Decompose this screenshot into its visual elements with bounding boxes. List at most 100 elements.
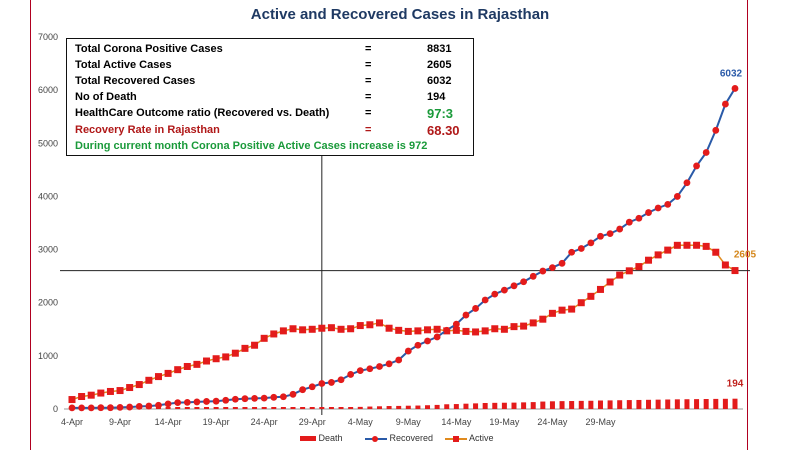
point-recovered — [241, 395, 249, 403]
point-recovered — [145, 402, 153, 410]
point-recovered — [731, 85, 739, 92]
point-active — [529, 319, 537, 327]
legend-swatch-recovered — [365, 435, 387, 442]
point-active — [664, 246, 672, 254]
bar-death — [309, 407, 315, 409]
point-recovered — [212, 397, 220, 405]
bar-death — [376, 406, 382, 409]
point-recovered — [664, 201, 672, 208]
point-active — [154, 373, 162, 381]
point-active — [654, 251, 662, 259]
bar-death — [463, 403, 469, 409]
x-tick-label: 14-May — [441, 417, 472, 427]
info-eq: = — [365, 124, 372, 136]
data-label-death: 194 — [727, 379, 744, 390]
point-active — [308, 325, 316, 333]
point-recovered — [231, 395, 239, 403]
bar-death — [194, 407, 200, 409]
x-tick-label: 14-Apr — [155, 417, 182, 427]
bar-death — [569, 401, 575, 409]
point-active — [212, 355, 220, 363]
bar-death — [694, 399, 700, 409]
point-active — [625, 267, 633, 275]
bar-death — [252, 407, 258, 409]
point-recovered — [308, 383, 316, 391]
bar-death — [367, 406, 373, 409]
bar-death — [713, 398, 719, 409]
point-active — [375, 319, 383, 327]
legend-swatch-death — [300, 436, 316, 442]
info-eq: = — [365, 91, 372, 103]
bar-death — [425, 405, 431, 409]
point-active — [193, 360, 201, 368]
point-active — [366, 321, 374, 329]
point-recovered — [606, 230, 614, 238]
point-active — [231, 349, 239, 357]
bar-death — [232, 407, 238, 409]
point-active — [356, 322, 364, 330]
bar-death — [396, 405, 402, 409]
point-recovered — [164, 400, 172, 408]
y-tick-label: 4000 — [38, 191, 58, 201]
info-eq: = — [365, 75, 372, 87]
point-recovered — [251, 394, 258, 402]
info-value: 8831 — [427, 43, 452, 55]
point-active — [183, 362, 191, 370]
point-recovered — [510, 282, 518, 290]
info-row-total-recovered: Total Recovered Cases = 6032 — [75, 75, 471, 91]
point-recovered — [279, 393, 287, 401]
point-recovered — [568, 248, 576, 256]
bar-death — [722, 398, 728, 409]
point-recovered — [539, 267, 547, 275]
bar-death — [415, 405, 421, 409]
point-active — [635, 263, 643, 271]
bar-death — [242, 407, 248, 409]
x-tick-label: 29-May — [585, 417, 616, 427]
point-active — [270, 330, 278, 338]
bar-death — [732, 398, 738, 409]
point-active — [78, 393, 86, 401]
point-active — [539, 315, 547, 323]
y-tick-label: 0 — [53, 404, 58, 414]
point-active — [712, 248, 720, 256]
info-label: Total Recovered Cases — [75, 75, 196, 87]
bar-death — [665, 399, 671, 409]
point-recovered — [404, 347, 412, 355]
point-active — [462, 327, 470, 335]
info-row-deaths: No of Death = 194 — [75, 91, 471, 107]
legend-item-death: Death — [300, 433, 343, 443]
bar-death — [453, 404, 459, 409]
point-recovered — [87, 404, 95, 412]
x-tick-label: 4-Apr — [61, 417, 83, 427]
point-recovered — [356, 367, 364, 375]
point-active — [337, 325, 345, 333]
info-row-total-active: Total Active Cases = 2605 — [75, 59, 471, 75]
point-active — [587, 292, 595, 300]
bar-death — [434, 404, 440, 409]
point-recovered — [693, 162, 700, 170]
point-active — [500, 325, 508, 333]
point-active — [299, 326, 307, 334]
point-recovered — [549, 264, 556, 272]
info-row-outcome-ratio: HealthCare Outcome ratio (Recovered vs. … — [75, 106, 471, 123]
bar-death — [348, 407, 354, 409]
point-active — [520, 322, 528, 330]
point-active — [347, 325, 355, 333]
x-tick-label: 19-May — [489, 417, 520, 427]
point-recovered — [385, 360, 393, 368]
bar-death — [405, 405, 411, 409]
point-active — [616, 271, 624, 279]
info-label: Total Corona Positive Cases — [75, 43, 223, 55]
point-recovered — [500, 286, 508, 294]
point-recovered — [481, 296, 489, 304]
bar-death — [501, 402, 507, 409]
point-active — [548, 309, 556, 317]
point-recovered — [462, 311, 470, 319]
point-active — [97, 389, 105, 397]
point-recovered — [222, 396, 230, 404]
point-active — [203, 357, 211, 365]
x-tick-label: 9-Apr — [109, 417, 131, 427]
bar-death — [674, 399, 680, 409]
point-active — [731, 267, 739, 275]
